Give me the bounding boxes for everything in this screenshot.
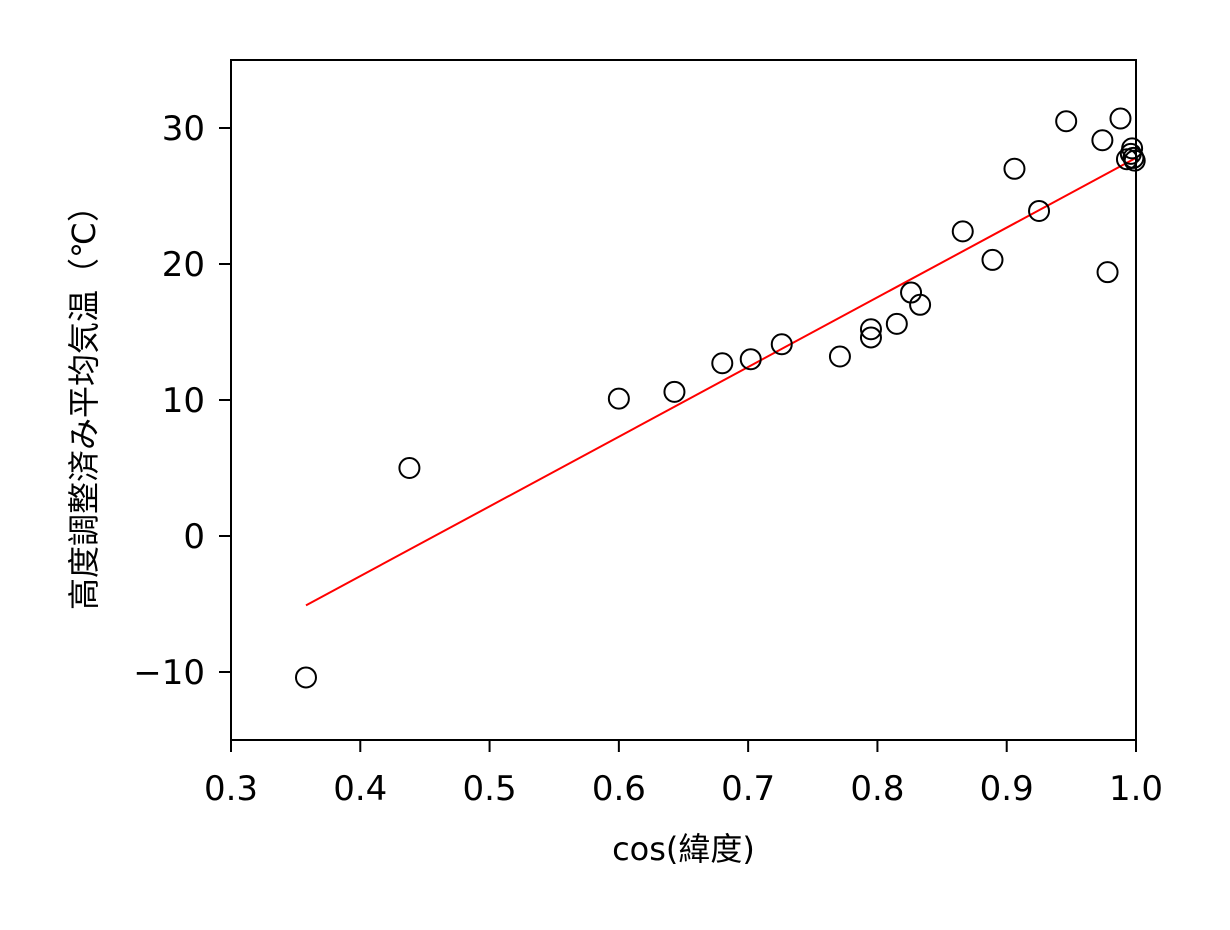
x-tick-label-4: 0.7 [721,769,775,809]
data-point-1 [398,457,421,479]
x-tick-label-1: 0.4 [333,769,387,809]
x-tick-label-0: 0.3 [204,769,258,809]
data-point-18 [1091,129,1114,152]
data-point-23 [1121,137,1144,160]
regression-line [305,157,1137,607]
data-point-0 [294,666,317,689]
data-point-20 [1109,107,1132,130]
y-tick-label-1: 0 [183,517,205,557]
data-point-8 [859,326,882,349]
x-tick-label-3: 0.6 [592,769,646,809]
data-point-12 [909,293,932,316]
data-point-13 [951,220,974,243]
x-tick-label-5: 0.8 [850,769,904,809]
plot-area-frame [230,59,1137,741]
data-point-16 [1028,199,1051,222]
y-axis-ticks: −10 0 10 20 30 [133,109,231,693]
data-point-10 [885,312,908,335]
y-tick-label-4: 30 [162,109,205,149]
data-point-4 [711,352,734,375]
data-point-9 [859,318,882,341]
data-point-5 [739,348,762,371]
x-axis-ticks: 0.3 0.4 0.5 0.6 0.7 0.8 0.9 1.0 [204,740,1163,809]
data-points-layer [294,107,1146,689]
data-point-2 [607,387,630,410]
y-tick-label-2: 10 [162,381,205,421]
data-point-3 [663,380,686,403]
x-tick-label-6: 0.9 [980,769,1034,809]
y-axis-title: 高度調整済み平均気温（℃） [65,190,103,610]
regression-fit-layer [305,157,1137,607]
data-point-15 [1003,157,1026,180]
data-point-6 [770,333,793,356]
data-point-25 [1123,149,1146,172]
x-tick-label-7: 1.0 [1109,769,1163,809]
data-point-19 [1096,261,1119,284]
data-point-14 [981,248,1004,271]
x-tick-label-2: 0.5 [463,769,517,809]
data-point-7 [828,345,851,368]
x-axis-title: cos(緯度) [612,830,755,868]
y-tick-label-3: 20 [162,245,205,285]
y-tick-label-0: −10 [133,653,205,693]
data-point-17 [1055,110,1078,133]
